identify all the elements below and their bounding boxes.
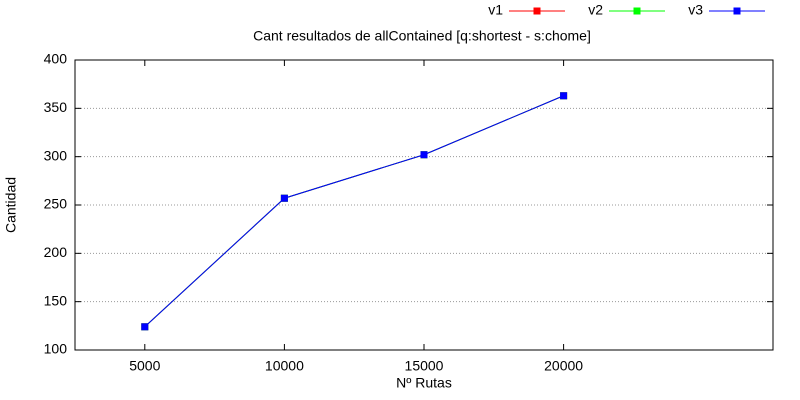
y-tick-label: 400 bbox=[44, 51, 68, 67]
x-tick-label: 5000 bbox=[129, 358, 160, 374]
point bbox=[280, 194, 288, 202]
legend-marker bbox=[533, 7, 541, 15]
point bbox=[141, 323, 149, 331]
x-tick-label: 15000 bbox=[405, 358, 444, 374]
plot-frame bbox=[74, 59, 774, 351]
y-tick-label: 250 bbox=[44, 196, 68, 212]
x-axis-label: Nº Rutas bbox=[396, 375, 452, 391]
series-line bbox=[144, 95, 564, 328]
y-tick-label: 350 bbox=[44, 99, 68, 115]
x-tick-label: 20000 bbox=[544, 358, 583, 374]
legend-label: v1 bbox=[488, 2, 503, 18]
legend-label: v3 bbox=[688, 2, 703, 18]
y-tick-label: 100 bbox=[44, 341, 68, 357]
y-tick-label: 200 bbox=[44, 244, 68, 260]
legend-marker bbox=[733, 7, 741, 15]
legend-label: v2 bbox=[588, 2, 603, 18]
series-line bbox=[144, 95, 564, 328]
point bbox=[560, 92, 568, 100]
x-tick-label: 10000 bbox=[265, 358, 304, 374]
point bbox=[420, 151, 428, 159]
chart-title: Cant resultados de allContained [q:short… bbox=[253, 28, 591, 44]
y-axis-label: Cantidad bbox=[3, 177, 19, 233]
series-line bbox=[144, 95, 564, 328]
legend-marker bbox=[633, 7, 641, 15]
y-tick-label: 300 bbox=[44, 147, 68, 163]
y-tick-label: 150 bbox=[44, 292, 68, 308]
